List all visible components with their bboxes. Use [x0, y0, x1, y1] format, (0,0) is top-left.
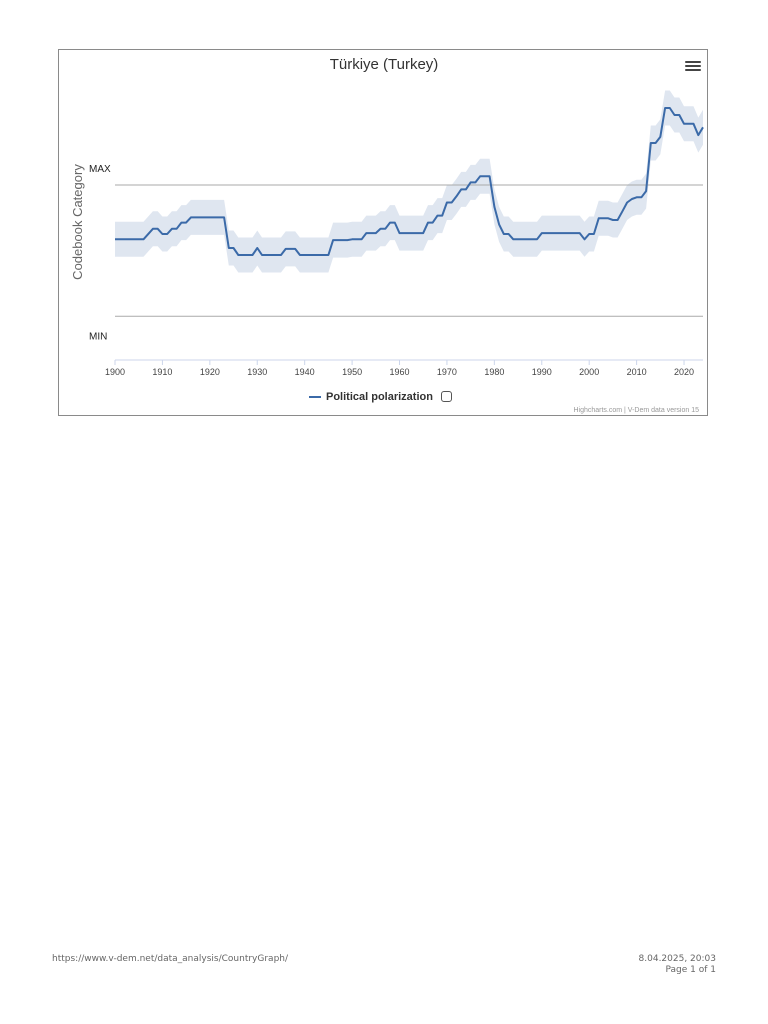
- x-tick-label: 1930: [247, 367, 267, 377]
- min-label: MIN: [89, 331, 107, 342]
- x-tick-label: 1940: [295, 367, 315, 377]
- x-tick-label: 1960: [390, 367, 410, 377]
- confidence-band: [115, 90, 703, 273]
- footer-page: Page 1 of 1: [665, 965, 717, 975]
- legend-checkbox[interactable]: [441, 391, 452, 402]
- hamburger-menu-icon[interactable]: [685, 60, 701, 74]
- x-tick-label: 2020: [674, 367, 694, 377]
- legend-label: Political polarization: [326, 391, 433, 403]
- chart-credits: Highcharts.com | V-Dem data version 15: [573, 407, 699, 414]
- x-tick-label: 1970: [437, 367, 457, 377]
- footer-url: https://www.v-dem.net/data_analysis/Coun…: [52, 954, 289, 964]
- x-tick-label: 1990: [532, 367, 552, 377]
- footer-info: 8.04.2025, 20:03 Page 1 of 1: [639, 954, 716, 976]
- x-tick-label: 1920: [200, 367, 220, 377]
- x-tick-label: 1980: [484, 367, 504, 377]
- x-tick-label: 2010: [627, 367, 647, 377]
- legend-item-political-polarization[interactable]: Political polarization: [309, 389, 433, 405]
- legend-line-swatch: [309, 396, 321, 398]
- footer-datetime: 8.04.2025, 20:03: [638, 954, 716, 964]
- x-tick-label: 1910: [152, 367, 172, 377]
- max-label: MAX: [89, 164, 111, 175]
- chart-container: Türkiye (Turkey) Codebook Category MAX MI…: [58, 49, 708, 416]
- political-polarization-line: [115, 107, 704, 256]
- x-tick-label: 1900: [105, 367, 125, 377]
- confidence-band-layer: [115, 90, 703, 273]
- y-axis-label: Codebook Category: [70, 164, 85, 280]
- reference-lines: MAX MIN: [89, 164, 703, 342]
- x-tick-label: 1950: [342, 367, 362, 377]
- x-tick-label: 2000: [579, 367, 599, 377]
- chart-title: Türkiye (Turkey): [330, 56, 439, 73]
- x-axis: 1900 1910 1920 1930 1940 1950 1960 1970 1980 1990…: [105, 359, 703, 377]
- series-line-layer: [115, 107, 704, 256]
- chart-svg: Türkiye (Turkey) Codebook Category MAX MI…: [70, 56, 704, 377]
